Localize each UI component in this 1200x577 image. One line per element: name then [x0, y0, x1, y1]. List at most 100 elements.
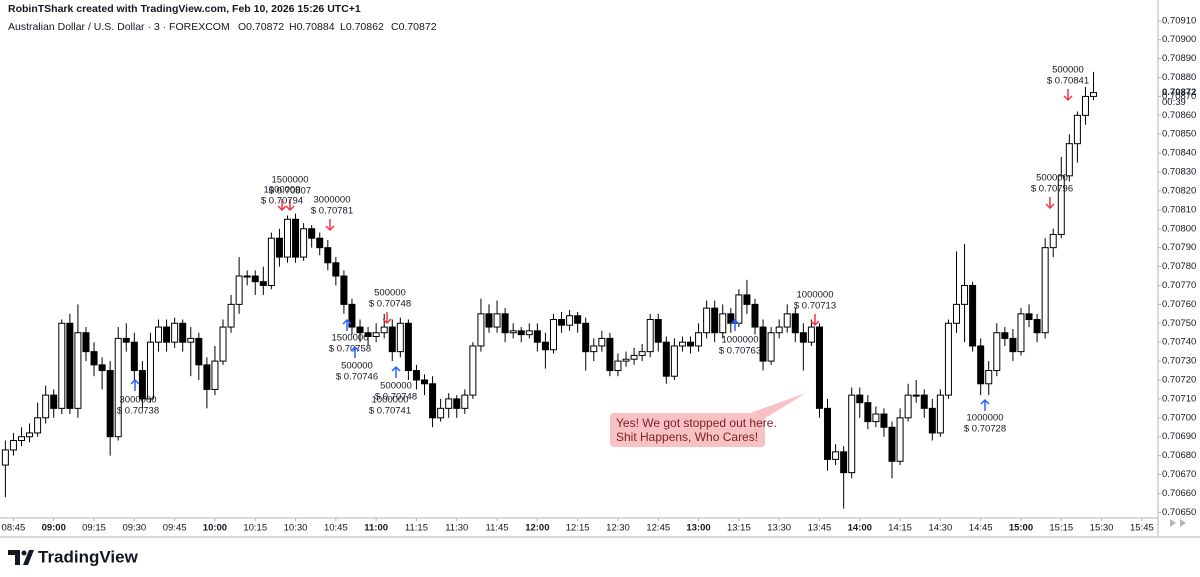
sell-arrow	[1063, 89, 1073, 102]
candle-body	[848, 394, 856, 474]
candle-body	[396, 322, 404, 353]
candle-body	[582, 322, 590, 353]
candle-body	[912, 394, 920, 397]
y-tick-label: 0.70890	[1162, 53, 1196, 64]
candle-body	[9, 439, 17, 451]
x-tick-label: 08:45	[2, 523, 26, 534]
candle-body	[566, 315, 574, 326]
candle-body	[888, 426, 896, 462]
candle-body	[275, 237, 283, 258]
buy-arrow	[730, 318, 740, 331]
candle-body	[864, 402, 872, 423]
candle-body	[517, 330, 525, 336]
candle-body	[251, 275, 259, 283]
trade-price: $ 0.70763	[719, 346, 761, 357]
candle-body	[171, 322, 179, 343]
candle-body	[98, 364, 106, 372]
candle-body	[558, 318, 566, 326]
x-tick-label: 13:30	[767, 523, 791, 534]
candle-body	[815, 326, 823, 409]
candle-body	[364, 332, 372, 338]
buy-arrow	[130, 378, 140, 391]
candle-body	[743, 294, 751, 305]
candle-body	[509, 330, 517, 334]
candle-body	[138, 370, 146, 400]
candle-body	[944, 322, 952, 396]
candle-body	[896, 417, 904, 462]
trade-qty: 1000000	[967, 413, 1004, 424]
candle-body	[549, 318, 557, 351]
trade-price: $ 0.70746	[336, 372, 378, 383]
candle-body	[678, 341, 686, 347]
candle-body	[388, 326, 396, 353]
candle-body	[445, 398, 453, 409]
callout-line: Yes! We got stopped out here.	[616, 416, 777, 430]
y-tick-label: 0.70800	[1162, 223, 1196, 234]
candle-body	[1033, 318, 1041, 334]
axis-icon	[1170, 519, 1186, 527]
candle-body	[106, 370, 114, 438]
trade-price: $ 0.70748	[369, 299, 411, 310]
candle-body	[767, 332, 775, 362]
candle-body	[58, 322, 66, 409]
trade-qty: 1500000	[272, 175, 309, 186]
x-tick-label: 14:15	[888, 523, 912, 534]
y-tick-label: 0.70910	[1162, 15, 1196, 26]
candle-body	[719, 313, 727, 334]
credit: RobinTShark created with TradingView.com…	[8, 3, 361, 15]
candle-body	[179, 322, 187, 343]
ohlc-value: L0.70862	[340, 21, 384, 33]
trade-qty: 500000	[374, 288, 406, 299]
trade-price: $ 0.70796	[1031, 184, 1073, 195]
candle-body	[872, 413, 880, 423]
candle-body	[832, 451, 840, 460]
y-tick-label: 0.70780	[1162, 261, 1196, 272]
candle-body	[840, 451, 848, 474]
candle-body	[1073, 114, 1081, 145]
candle-body	[477, 313, 485, 347]
y-tick-label: 0.70870	[1162, 91, 1196, 102]
candle-body	[993, 332, 1001, 372]
candle-body	[74, 332, 82, 409]
candle-body	[340, 275, 348, 305]
candle-body	[90, 351, 98, 366]
trade-qty: 1000000	[722, 335, 759, 346]
x-tick-label: 12:45	[646, 523, 670, 534]
trade-qty: 1000000	[372, 395, 409, 406]
candle-body	[493, 313, 501, 328]
candle-body	[380, 326, 388, 334]
candle-body	[525, 330, 533, 336]
y-tick-label: 0.70710	[1162, 393, 1196, 404]
candle-body	[404, 322, 412, 372]
candle-body	[17, 436, 25, 441]
candle-body	[807, 326, 815, 343]
trade-price: $ 0.70713	[794, 301, 836, 312]
y-tick-label: 0.70650	[1162, 507, 1196, 518]
x-tick-label: 09:00	[42, 523, 66, 534]
x-tick-label: 14:30	[928, 523, 952, 534]
candle-body	[574, 315, 582, 324]
x-tick-label: 09:30	[122, 523, 146, 534]
y-tick-label: 0.70810	[1162, 204, 1196, 215]
trade-price: $ 0.70781	[311, 206, 353, 217]
candle-body	[614, 360, 622, 372]
candle-body	[961, 284, 969, 305]
y-tick-label: 0.70700	[1162, 412, 1196, 423]
candle-body	[670, 345, 678, 377]
candle-body	[533, 330, 541, 343]
y-tick-label: 0.70860	[1162, 110, 1196, 121]
x-tick-label: 13:00	[686, 523, 710, 534]
x-tick-label: 10:45	[324, 523, 348, 534]
candle-body	[300, 228, 308, 258]
candle-body	[66, 322, 74, 409]
candle-body	[114, 337, 122, 438]
x-tick-label: 13:45	[808, 523, 832, 534]
candle-body	[920, 394, 928, 409]
candle-body	[1041, 247, 1049, 334]
candle-body	[638, 351, 646, 356]
candle-body	[50, 394, 58, 409]
candle-body	[195, 337, 203, 366]
candle-body	[485, 313, 493, 328]
candle-body	[662, 341, 670, 377]
